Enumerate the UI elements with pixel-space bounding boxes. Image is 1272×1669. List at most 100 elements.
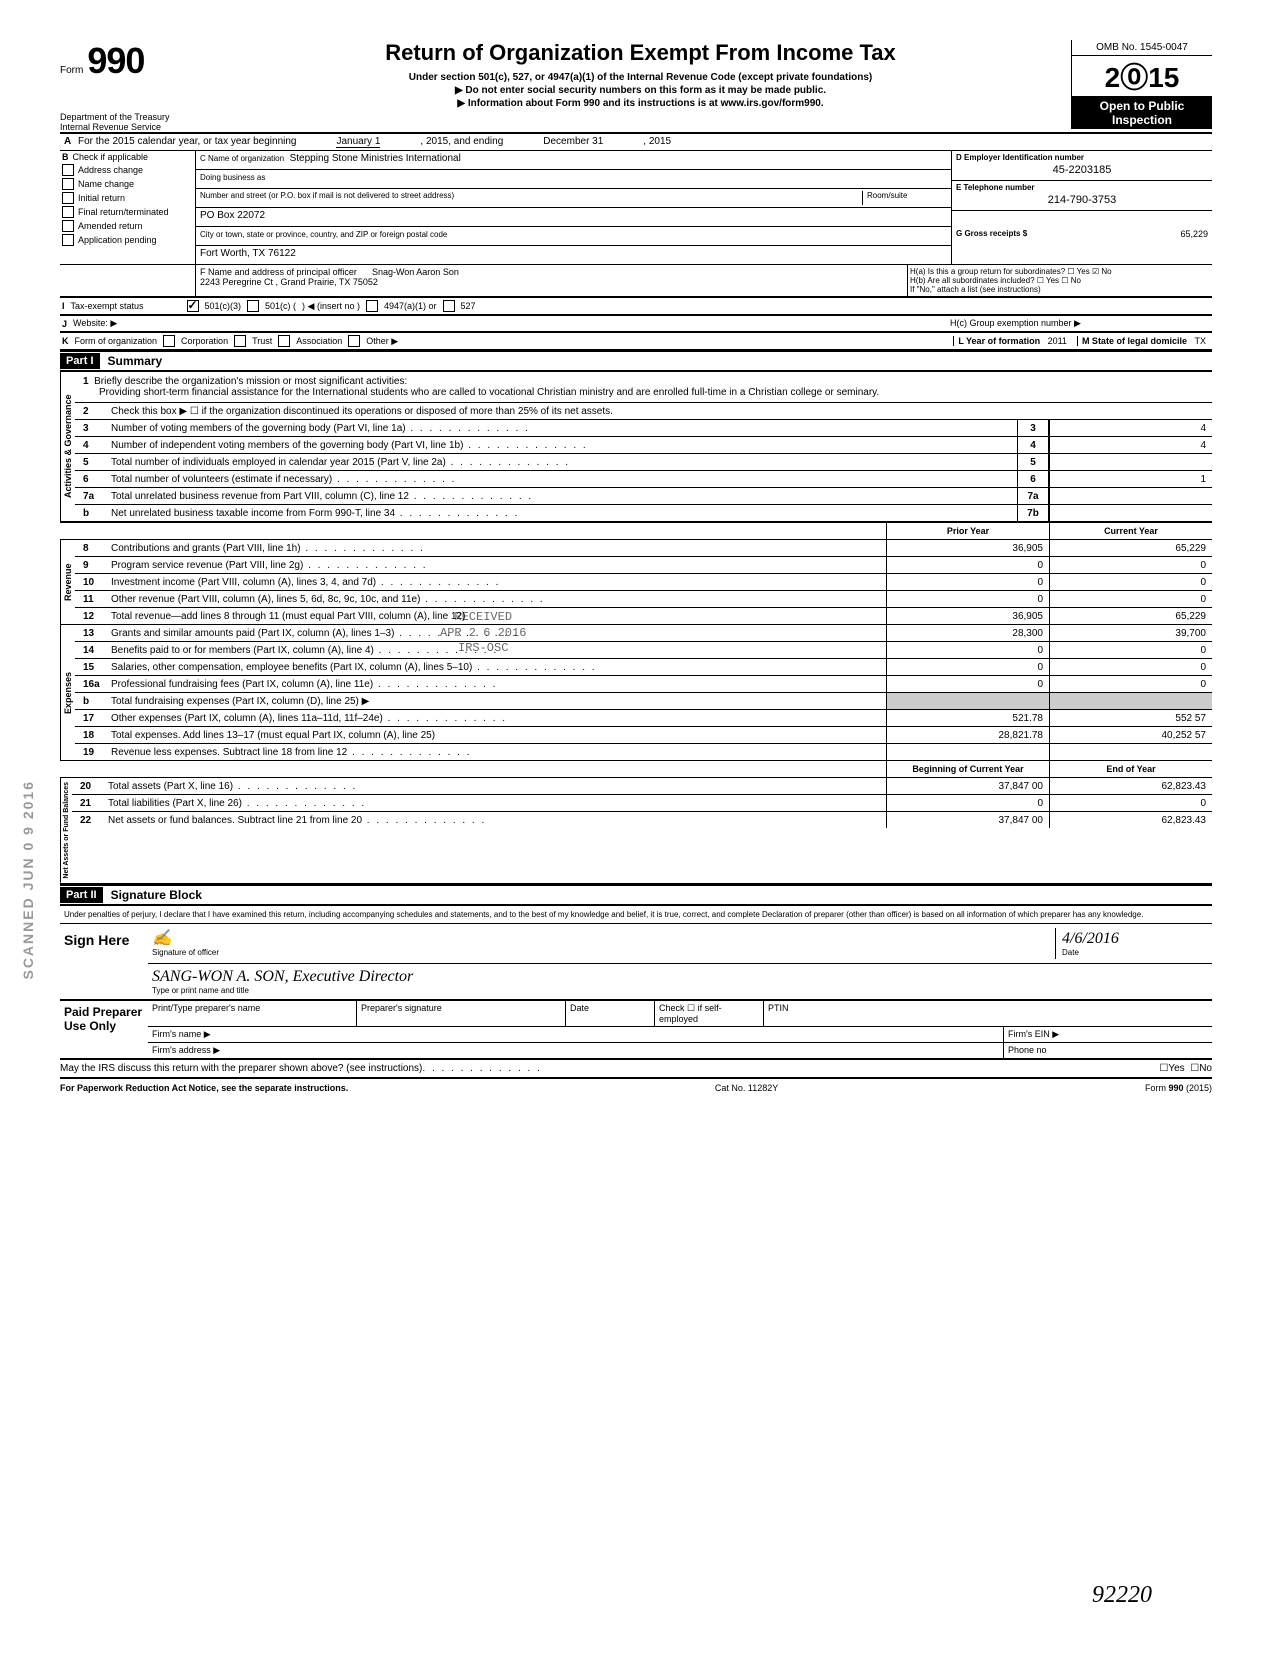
paperwork-notice: For Paperwork Reduction Act Notice, see … (60, 1083, 348, 1093)
dba-label: Doing business as (200, 173, 265, 182)
paid-preparer-label: Paid Preparer Use Only (60, 1001, 148, 1058)
checkbox-final[interactable] (62, 206, 74, 218)
checkbox-amended[interactable] (62, 220, 74, 232)
line7b-val (1049, 505, 1212, 521)
checkbox-501c[interactable] (247, 300, 259, 312)
street-label: Number and street (or P.O. box if mail i… (200, 191, 862, 205)
line2-text: Check this box ▶ ☐ if the organization d… (107, 404, 1212, 419)
perjury-text: Under penalties of perjury, I declare th… (60, 906, 1212, 923)
net-vert-label: Net Assets or Fund Balances (60, 778, 72, 883)
line21-end: 0 (1049, 795, 1212, 811)
part1-label: Part I (60, 353, 100, 369)
discuss-text: May the IRS discuss this return with the… (60, 1063, 422, 1074)
ha-label: H(a) Is this a group return for subordin… (910, 267, 1065, 276)
i-label: I (62, 301, 65, 311)
firm-phone-label: Phone no (1004, 1043, 1212, 1058)
line10-text: Investment income (Part VIII, column (A)… (107, 575, 886, 590)
checkbox-addr[interactable] (62, 164, 74, 176)
line20-num: 20 (72, 781, 104, 792)
checkbox-app[interactable] (62, 234, 74, 246)
checkbox-trust[interactable] (234, 335, 246, 347)
city-value: Fort Worth, TX 76122 (196, 246, 951, 264)
line13-num: 13 (75, 628, 107, 639)
officer-signature: ✍ (152, 928, 1055, 948)
year-formation-value: 2011 (1048, 336, 1067, 346)
line4-box: 4 (1017, 437, 1049, 453)
line6-text: Total number of volunteers (estimate if … (107, 472, 1017, 487)
checkbox-527[interactable] (443, 300, 455, 312)
line1-num: 1 (83, 376, 89, 387)
line18-text: Total expenses. Add lines 13–17 (must eq… (107, 728, 886, 743)
dept-treasury: Department of the Treasury (60, 112, 210, 122)
officer-addr: 2243 Peregrine Ct , Grand Prairie, TX 75… (200, 277, 378, 287)
application-pending-label: Application pending (78, 235, 157, 245)
line16b-prior-shaded (886, 693, 1049, 709)
checkbox-corp[interactable] (163, 335, 175, 347)
checkbox-other[interactable] (348, 335, 360, 347)
line7b-text: Net unrelated business taxable income fr… (107, 506, 1017, 521)
year-formation-label: L Year of formation (958, 336, 1040, 346)
main-title: Return of Organization Exempt From Incom… (210, 40, 1071, 66)
officer-name: Snag-Won Aaron Son (372, 267, 459, 277)
phone-value: 214-790-3753 (956, 192, 1208, 208)
room-label: Room/suite (862, 191, 947, 205)
checkbox-501c3[interactable] (187, 300, 199, 312)
prep-selfemp-label: Check ☐ if self-employed (655, 1001, 764, 1026)
rev-vert-label: Revenue (60, 540, 75, 624)
line18-num: 18 (75, 730, 107, 741)
insert-no: ) ◀ (insert no ) (302, 301, 360, 312)
checkbox-assoc[interactable] (278, 335, 290, 347)
line7a-num: 7a (75, 491, 107, 502)
tax-status-label: Tax-exempt status (71, 301, 181, 311)
other-label: Other ▶ (366, 336, 398, 347)
line16b-text: Total fundraising expenses (Part IX, col… (107, 694, 886, 709)
form-number: 990 (87, 40, 144, 82)
line22-num: 22 (72, 815, 104, 826)
line11-prior: 0 (886, 591, 1049, 607)
line5-num: 5 (75, 457, 107, 468)
501c3-label: 501(c)(3) (205, 301, 242, 311)
line3-val: 4 (1049, 420, 1212, 436)
527-label: 527 (461, 301, 476, 311)
line22-begin: 37,847 00 (886, 812, 1049, 828)
line-a-yearval: 15 (660, 136, 671, 148)
line8-num: 8 (75, 543, 107, 554)
line22-text: Net assets or fund balances. Subtract li… (104, 813, 886, 828)
checkbox-name[interactable] (62, 178, 74, 190)
line6-val: 1 (1049, 471, 1212, 487)
line-a-label: A (64, 136, 78, 148)
line7b-num: b (75, 508, 107, 519)
open-public-1: Open to Public (1074, 99, 1210, 113)
prep-name-label: Print/Type preparer's name (148, 1001, 357, 1026)
j-label: J (62, 319, 67, 329)
officer-label: F Name and address of principal officer (200, 267, 357, 277)
line10-prior: 0 (886, 574, 1049, 590)
line-a-mid: , 2015, and ending (420, 136, 503, 148)
line-a-begin: January 1 (336, 136, 380, 148)
firm-addr-label: Firm's address ▶ (148, 1043, 1004, 1058)
ein-value: 45-2203185 (956, 162, 1208, 178)
form-org-label: Form of organization (75, 336, 158, 346)
line20-text: Total assets (Part X, line 16) (104, 779, 886, 794)
checkbox-4947[interactable] (366, 300, 378, 312)
line19-text: Revenue less expenses. Subtract line 18 … (107, 745, 886, 760)
line16a-num: 16a (75, 679, 107, 690)
line-a-text: For the 2015 calendar year, or tax year … (78, 136, 296, 148)
sig-date-value: 4/6/2016 (1062, 930, 1202, 948)
line9-current: 0 (1049, 557, 1212, 573)
state-label: M State of legal domicile (1082, 336, 1187, 346)
gross-value: 65,229 (1180, 229, 1208, 239)
checkbox-initial[interactable] (62, 192, 74, 204)
line14-num: 14 (75, 645, 107, 656)
form-word: Form (60, 65, 83, 76)
subtitle-info: ▶ Information about Form 990 and its ins… (210, 98, 1071, 109)
sig-date-hint: Date (1062, 948, 1202, 957)
printed-name: SANG-WON A. SON, Executive Director (152, 968, 1208, 986)
line16a-current: 0 (1049, 676, 1212, 692)
line18-current: 40,252 57 (1049, 727, 1212, 743)
end-year-header: End of Year (1049, 761, 1212, 777)
open-public-2: Inspection (1074, 113, 1210, 127)
ha-no: No (1101, 267, 1111, 276)
k-label: K (62, 336, 69, 346)
discuss-no: No (1199, 1063, 1212, 1074)
